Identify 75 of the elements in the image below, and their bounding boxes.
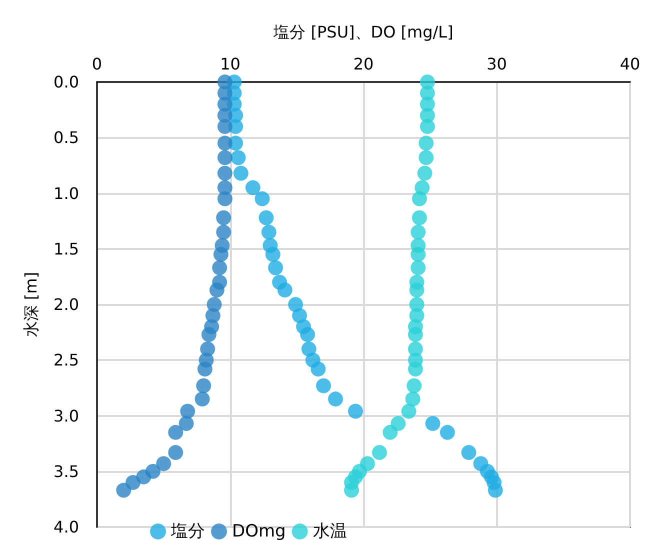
point	[245, 180, 260, 196]
point	[216, 210, 232, 226]
point	[348, 404, 364, 419]
x-tick-label: 30	[486, 54, 507, 74]
point	[217, 166, 232, 181]
y-axis-title: 水深 [m]	[22, 272, 40, 338]
point	[194, 392, 210, 407]
point	[156, 456, 172, 472]
point	[410, 224, 426, 240]
x-tick-label: 0	[92, 54, 102, 74]
point	[418, 136, 434, 151]
y-tick-label: 0.5	[54, 128, 79, 148]
x-tick-label: 10	[220, 54, 240, 74]
point	[316, 378, 332, 394]
point	[217, 150, 232, 166]
point	[440, 424, 455, 440]
point	[408, 362, 423, 377]
point	[258, 210, 274, 226]
point	[410, 260, 426, 276]
y-tick-label: 0.0	[54, 72, 79, 92]
point	[178, 416, 194, 432]
point	[300, 327, 316, 342]
point	[401, 404, 416, 419]
point	[212, 260, 228, 276]
point	[196, 378, 212, 394]
point	[125, 475, 140, 490]
point	[409, 282, 424, 298]
point	[417, 166, 432, 181]
legend-label: 塩分	[170, 522, 205, 542]
point	[412, 191, 427, 206]
y-tick-label: 3.5	[54, 462, 79, 481]
x-tick-label: 40	[620, 54, 640, 74]
point	[406, 378, 422, 394]
point	[217, 136, 232, 151]
x-tick-label: 20	[353, 54, 374, 74]
point	[168, 444, 184, 460]
point	[408, 327, 423, 342]
point	[268, 260, 284, 276]
point	[372, 444, 387, 460]
point	[168, 424, 184, 440]
y-tick-label: 4.0	[54, 518, 79, 536]
point	[254, 191, 270, 206]
point	[420, 119, 435, 134]
point	[217, 191, 232, 206]
y-tick-label: 2.0	[54, 295, 79, 314]
point	[382, 424, 398, 440]
point	[197, 362, 212, 377]
point	[328, 392, 344, 407]
legend-label: 水温	[312, 522, 347, 542]
point	[230, 150, 246, 166]
point	[216, 224, 232, 240]
point	[213, 246, 228, 262]
point	[425, 416, 440, 432]
point	[277, 282, 292, 298]
point	[405, 392, 420, 407]
point	[488, 482, 503, 498]
legend-label: DOmg	[232, 522, 286, 542]
point	[412, 210, 427, 226]
point	[461, 444, 476, 460]
point	[418, 150, 434, 166]
point	[310, 362, 326, 377]
point	[201, 327, 216, 342]
y-tick-label: 2.5	[54, 350, 79, 370]
x-axis-title: 塩分 [PSU]、DO [mg/L]	[272, 22, 454, 42]
point	[344, 482, 360, 498]
point	[410, 246, 426, 262]
point	[233, 166, 248, 181]
point	[261, 224, 276, 240]
y-tick-label: 3.0	[54, 406, 79, 426]
point	[265, 246, 280, 262]
point	[116, 482, 132, 498]
point	[217, 119, 232, 134]
y-tick-label: 1.5	[54, 239, 79, 258]
y-tick-label: 1.0	[54, 184, 79, 203]
point	[209, 282, 224, 298]
